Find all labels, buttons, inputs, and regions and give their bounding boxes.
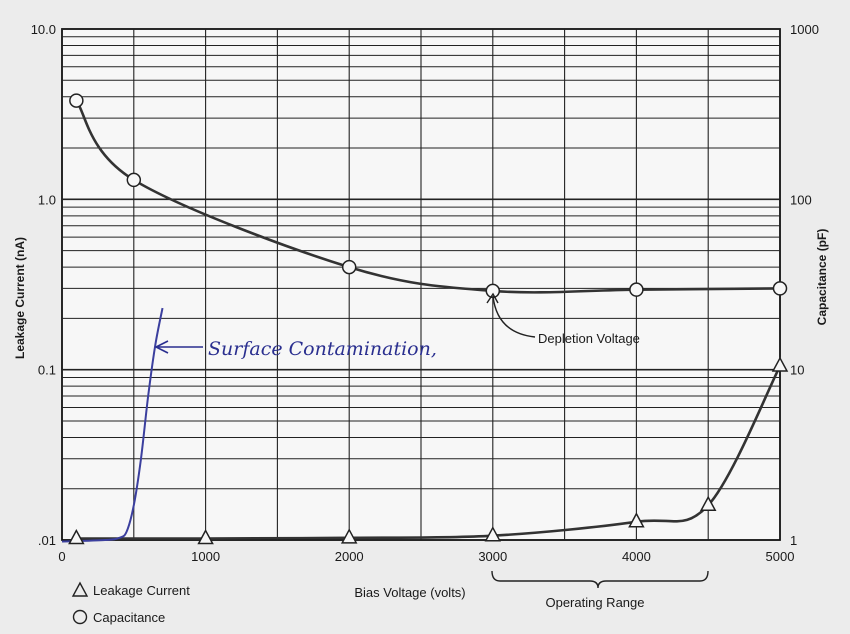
leakage-current-point [68, 528, 85, 545]
x-tick-label: 3000 [478, 549, 507, 564]
x-tick-labels: 0 1000 2000 3000 4000 5000 [58, 549, 794, 564]
x-tick-label: 4000 [622, 549, 651, 564]
depletion-voltage-arrowhead [486, 292, 499, 304]
leakage-current-point [771, 356, 789, 372]
x-axis-title: Bias Voltage (volts) [354, 585, 465, 600]
y-axis-title-left: Leakage Current (nA) [13, 237, 27, 359]
x-tick-label: 5000 [766, 549, 795, 564]
leakage-current-point [699, 495, 717, 511]
left-y-tick-label: 10.0 [31, 22, 56, 37]
legend-capacitance: Capacitance [93, 610, 165, 625]
right-y-tick-labels: 1000 100 10 1 [790, 22, 819, 548]
operating-range-label: Operating Range [545, 595, 644, 610]
capacitance-point [772, 281, 788, 296]
surface-contamination-line [61, 307, 164, 543]
capacitance-point [341, 259, 357, 275]
depletion-voltage-label: Depletion Voltage [538, 331, 640, 346]
left-y-tick-label: 0.1 [38, 363, 56, 378]
capacitance-point [126, 172, 142, 188]
right-y-tick-label: 100 [790, 192, 812, 207]
grid [61, 28, 781, 541]
legend-circle-icon [72, 609, 88, 625]
series-markers [68, 93, 789, 545]
leakage-current-point [628, 512, 645, 528]
leakage-current-point [484, 526, 502, 542]
leakage-current-point [197, 528, 214, 545]
capacitance-point [69, 93, 84, 108]
legend-triangle-icon [71, 581, 89, 597]
surface-contamination-label: Surface Contamination, [208, 338, 437, 360]
left-y-tick-label: .01 [38, 533, 56, 548]
leakage-current-point [340, 528, 358, 544]
right-y-tick-label: 1 [790, 533, 797, 548]
left-y-tick-labels: 10.0 1.0 0.1 .01 [31, 22, 56, 548]
capacitance-point [629, 282, 644, 297]
y-axis-title-right: Capacitance (pF) [815, 229, 829, 326]
legend-leakage-current: Leakage Current [93, 583, 190, 598]
x-tick-label: 2000 [335, 549, 364, 564]
left-y-tick-label: 1.0 [38, 192, 56, 207]
surface-contamination-arrow [154, 340, 203, 354]
depletion-voltage-arrow [492, 295, 536, 338]
x-tick-label: 1000 [191, 549, 220, 564]
x-tick-label: 0 [58, 549, 65, 564]
right-y-tick-label: 1000 [790, 22, 819, 37]
operating-range-bracket [491, 570, 709, 589]
right-y-tick-label: 10 [790, 363, 804, 378]
